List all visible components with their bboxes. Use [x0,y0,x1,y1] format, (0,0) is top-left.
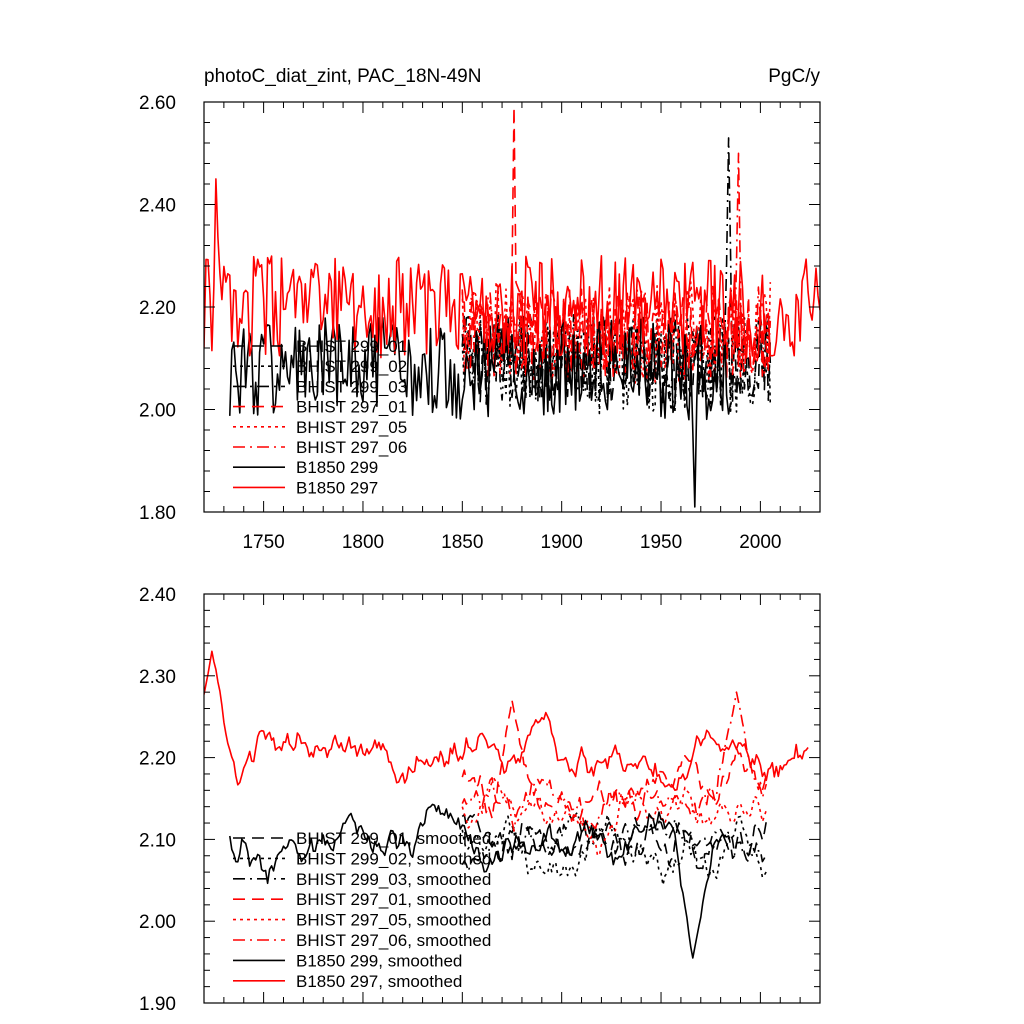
bottom-panel: 1.90 2.00 2.10 2.20 2.30 2.40 BHIST 299_01, sm… [139,585,821,1015]
y-tick-label: 2.40 [139,196,176,217]
x-tick-label: 1750 [242,532,284,553]
x-tick-label: 2000 [739,532,781,553]
legend-label: BHIST 297_05, smoothed [296,911,491,930]
y-tick-label: 1.80 [139,503,176,524]
y-tick-label: 2.40 [139,585,176,606]
legend-label: B1850 299, smoothed [296,951,462,970]
legend-label: BHIST 297_01, smoothed [296,890,491,909]
legend-label: BHIST 299_03, smoothed [296,870,491,889]
legend-label: BHIST 299_01, smoothed [296,829,491,848]
legend-label: BHIST 299_02, smoothed [296,849,491,868]
legend-label: BHIST 299_02 [296,357,407,376]
y-tick-label: 2.10 [139,830,176,851]
y-tick-label: 2.20 [139,749,176,770]
series-line-8 [204,650,809,791]
legend-label: BHIST 297_01 [296,398,407,417]
series-line-7 [229,803,730,959]
x-tick-label: 1800 [342,532,384,553]
x-tick-label: 1950 [640,532,682,553]
legend-label: BHIST 297_05 [296,418,407,437]
units-label: PgC/y [768,66,820,87]
x-tick-label: 1900 [541,532,583,553]
legend-label: B1850 297 [296,478,378,497]
series-line-5 [461,777,768,857]
chart-title: photoC_diat_zint, PAC_18N-49N [204,66,481,87]
y-tick-label: 2.20 [139,298,176,319]
y-tick-label: 2.00 [139,912,176,933]
legend-label: BHIST 299_03 [296,377,407,396]
series-line-6 [461,691,768,832]
legend-label: BHIST 299_01 [296,337,407,356]
series-line-7 [229,317,732,508]
y-tick-label: 2.30 [139,667,176,688]
top-panel: 1750 1800 1850 1900 1950 2000 1.80 2.00 2.20 2.40… [139,93,821,553]
series-line-4 [461,699,768,822]
series-lines [204,106,820,508]
plot-frame [203,593,821,1004]
x-tick-label: 1850 [441,532,483,553]
series-line-3 [461,811,768,872]
legend-label: BHIST 297_06, smoothed [296,931,491,950]
y-tick-label: 1.90 [139,994,176,1015]
y-tick-label: 2.60 [139,93,176,114]
legend-label: B1850 299 [296,458,378,477]
legend-label: B1850 297, smoothed [296,972,462,991]
y-tick-label: 2.00 [139,401,176,422]
legend-label: BHIST 297_06 [296,438,407,457]
series-lines [204,650,809,959]
series-line-8 [204,178,820,359]
